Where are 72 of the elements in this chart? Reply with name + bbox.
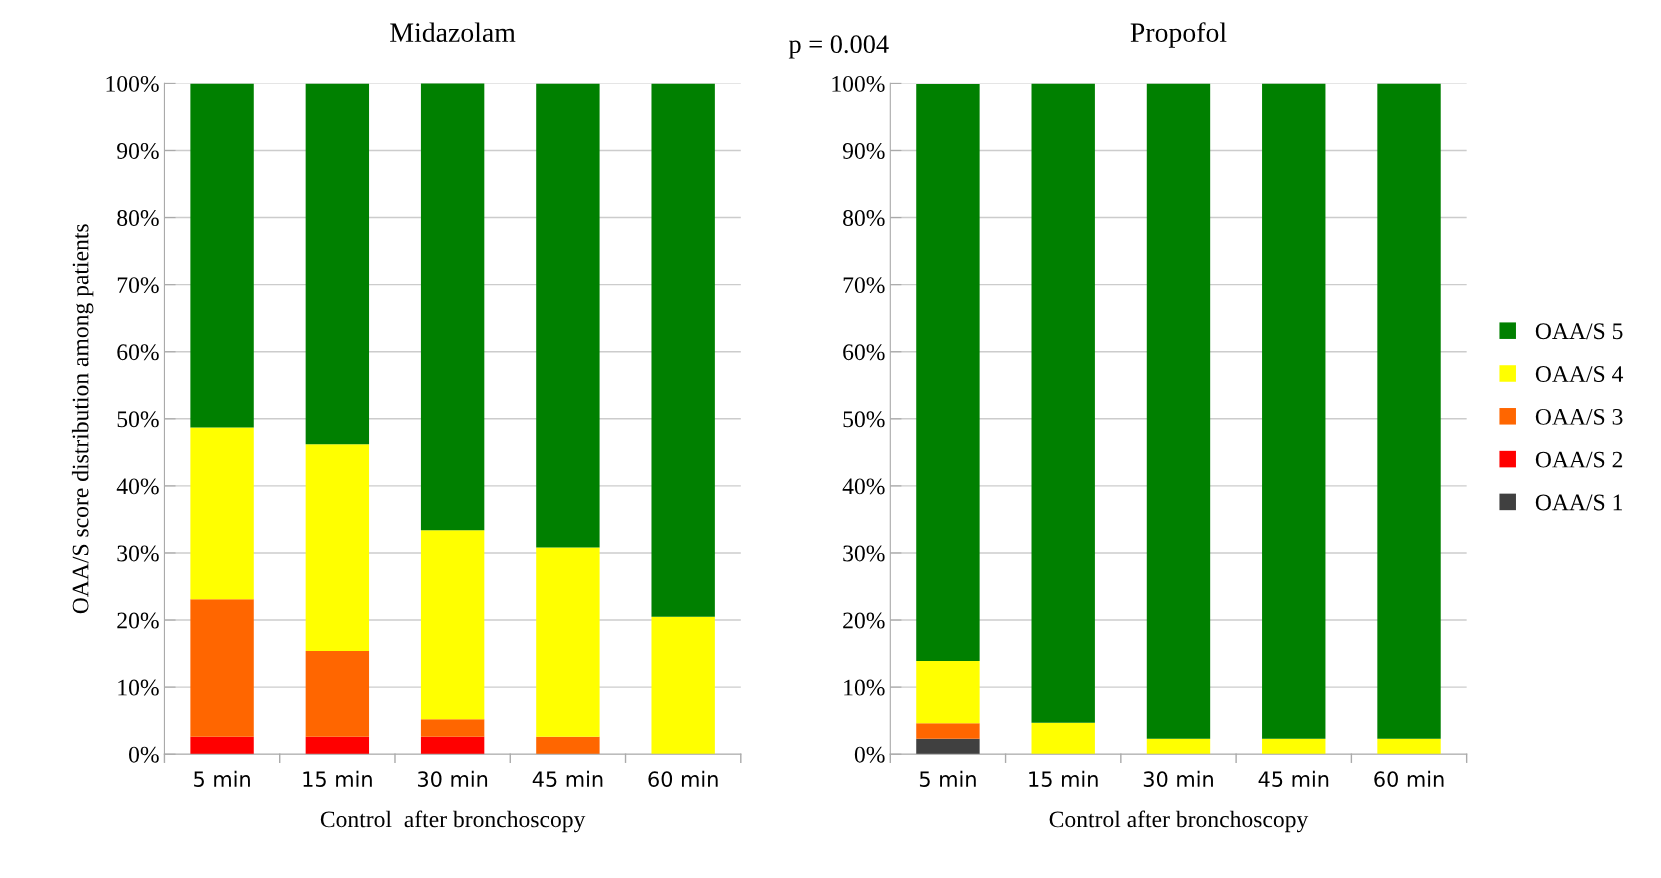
bar [190, 736, 254, 755]
y-tick-label: 90% [842, 142, 885, 159]
x-axis-title: Control after bronchoscopy [1049, 810, 1309, 833]
bar [420, 530, 485, 720]
x-tick-label: 30 min [418, 770, 488, 787]
y-tick-label: 70% [117, 277, 159, 294]
bar [916, 723, 980, 739]
bar [1377, 83, 1441, 739]
bar [651, 616, 715, 755]
bar [536, 83, 600, 548]
bar [1031, 722, 1095, 755]
legend-label: OAA/S 2 [1535, 451, 1623, 468]
x-tick-label: 60 min [648, 770, 718, 787]
y-tick-label: 0% [854, 746, 885, 763]
bar [305, 650, 370, 737]
y-tick-label: 50% [843, 411, 885, 428]
chart-title: Midazolam [390, 22, 516, 43]
legend-label: OAA/S 4 [1535, 366, 1624, 382]
y-tick-label: 60% [843, 344, 885, 361]
bar [420, 719, 485, 737]
bar [536, 547, 600, 737]
y-tick-label: 20% [117, 612, 159, 629]
y-tick-label: 30% [843, 545, 885, 562]
x-tick-label: 15 min [303, 770, 372, 787]
bar [916, 738, 980, 755]
chart-title: Propofol [1130, 22, 1227, 48]
y-tick-label: 40% [842, 478, 885, 495]
y-tick-label: 100% [106, 75, 159, 92]
bar [305, 444, 370, 651]
x-tick-label: 5 min [194, 770, 250, 787]
bar [305, 736, 370, 755]
y-tick-label: 60% [117, 344, 159, 361]
y-tick-label: 10% [118, 679, 159, 696]
bar [420, 83, 485, 531]
legend-label: OAA/S 5 [1535, 323, 1623, 340]
y-tick-label: 0% [129, 746, 159, 763]
bar [190, 83, 254, 428]
x-tick-label: 30 min [1143, 770, 1213, 787]
y-tick-label: 10% [844, 679, 885, 696]
bar [1146, 83, 1211, 739]
bar [1377, 738, 1441, 755]
bar [916, 660, 980, 724]
y-tick-label: 20% [843, 612, 885, 629]
bar [420, 736, 485, 755]
legend-label: OAA/S 1 [1535, 494, 1622, 511]
bar [536, 736, 600, 755]
y-tick-label: 30% [117, 545, 159, 562]
y-tick-label: 80% [117, 210, 159, 227]
x-tick-label: 45 min [532, 770, 603, 787]
bar [190, 427, 254, 600]
y-tick-label: 70% [843, 277, 885, 294]
x-axis-title: Control after bronchoscopy [320, 810, 586, 833]
bar [916, 84, 980, 661]
bar [1146, 738, 1211, 755]
bar [190, 599, 254, 737]
y-axis-title: OAA/S score distribution among patients [71, 224, 94, 614]
x-tick-label: 45 min [1258, 770, 1329, 787]
x-tick-label: 15 min [1029, 770, 1098, 787]
x-tick-label: 60 min [1374, 770, 1444, 787]
y-tick-label: 40% [116, 478, 159, 495]
y-tick-label: 80% [843, 210, 885, 227]
bar [1262, 83, 1326, 739]
bar [305, 83, 370, 445]
y-tick-label: 90% [117, 142, 159, 159]
legend-label: OAA/S 3 [1535, 408, 1623, 425]
x-tick-label: 5 min [919, 770, 976, 787]
bar [1031, 83, 1095, 723]
bar [1262, 738, 1326, 755]
y-tick-label: 50% [117, 411, 159, 428]
y-tick-label: 100% [832, 75, 885, 92]
text: p = 0.004 [788, 35, 889, 59]
bar [651, 83, 715, 617]
